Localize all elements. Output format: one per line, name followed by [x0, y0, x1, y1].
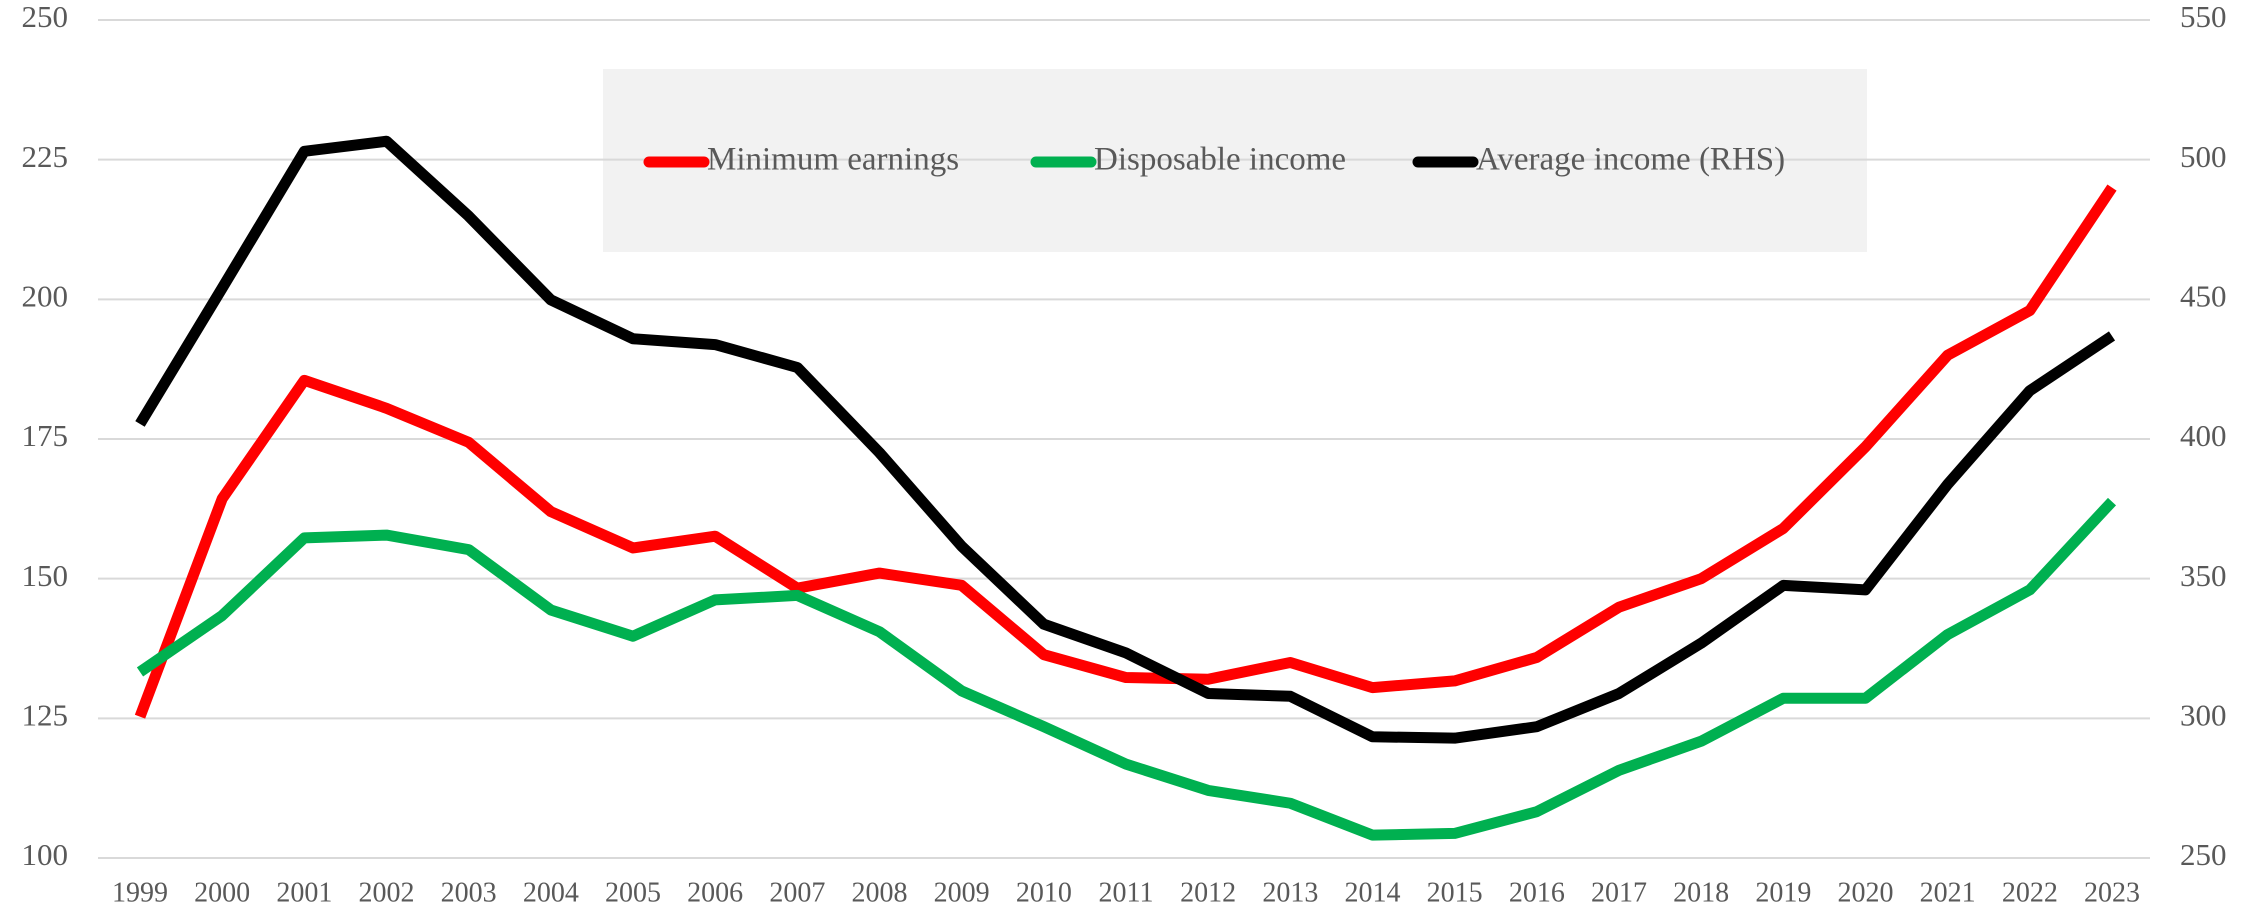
x-tick-label: 1999: [112, 877, 168, 908]
x-tick-label: 2003: [441, 877, 497, 908]
x-tick-label: 2009: [934, 877, 990, 908]
series-line: [135, 135, 2116, 744]
y2-tick-label: 300: [2180, 697, 2227, 732]
x-tick-label: 2010: [1016, 877, 1072, 908]
grid-group: [98, 19, 2150, 859]
legend-label: Minimum earnings: [707, 142, 959, 178]
y2-tick-label: 500: [2180, 139, 2227, 174]
x-tick-label: 2008: [852, 877, 908, 908]
y-tick-label: 250: [22, 0, 69, 34]
y-tick-label: 125: [22, 697, 69, 732]
legend-label: Disposable income: [1094, 142, 1346, 178]
x-tick-label: 2002: [359, 877, 415, 908]
y2-tick-label: 250: [2180, 837, 2227, 872]
x-tick-label: 2005: [605, 877, 661, 908]
x-tick-label: 2022: [2002, 877, 2058, 908]
y2-tick-label: 350: [2180, 558, 2227, 593]
x-tick-label: 2014: [1345, 877, 1401, 908]
x-tick-label: 2017: [1591, 877, 1647, 908]
x-tick-label: 2016: [1509, 877, 1565, 908]
x-tick-label: 2021: [1920, 877, 1976, 908]
x-tick-label: 2000: [194, 877, 250, 908]
x-tick-label: 2013: [1262, 877, 1318, 908]
x-tick-label: 2006: [687, 877, 743, 908]
x-tick-label: 2020: [1838, 877, 1894, 908]
series-line: [134, 184, 2117, 719]
legend-label: Average income (RHS): [1476, 142, 1785, 178]
y-tick-label: 200: [22, 278, 69, 313]
y-tick-label: 150: [22, 558, 69, 593]
x-tick-label: 2019: [1755, 877, 1811, 908]
series-line: [136, 497, 2117, 841]
y2-tick-label: 550: [2180, 0, 2227, 34]
x-tick-label: 2023: [2084, 877, 2140, 908]
x-tick-label: 2015: [1427, 877, 1483, 908]
x-tick-label: 2018: [1673, 877, 1729, 908]
y-tick-label: 175: [22, 418, 69, 453]
y-tick-label: 225: [22, 139, 69, 174]
x-tick-label: 2004: [523, 877, 579, 908]
x-tick-label: 2001: [276, 877, 332, 908]
y-tick-label: 100: [22, 837, 69, 872]
y2-tick-label: 400: [2180, 418, 2227, 453]
y2-tick-label: 450: [2180, 278, 2227, 313]
x-tick-label: 2012: [1180, 877, 1236, 908]
x-tick-label: 2007: [769, 877, 825, 908]
x-tick-label: 2011: [1099, 877, 1154, 908]
